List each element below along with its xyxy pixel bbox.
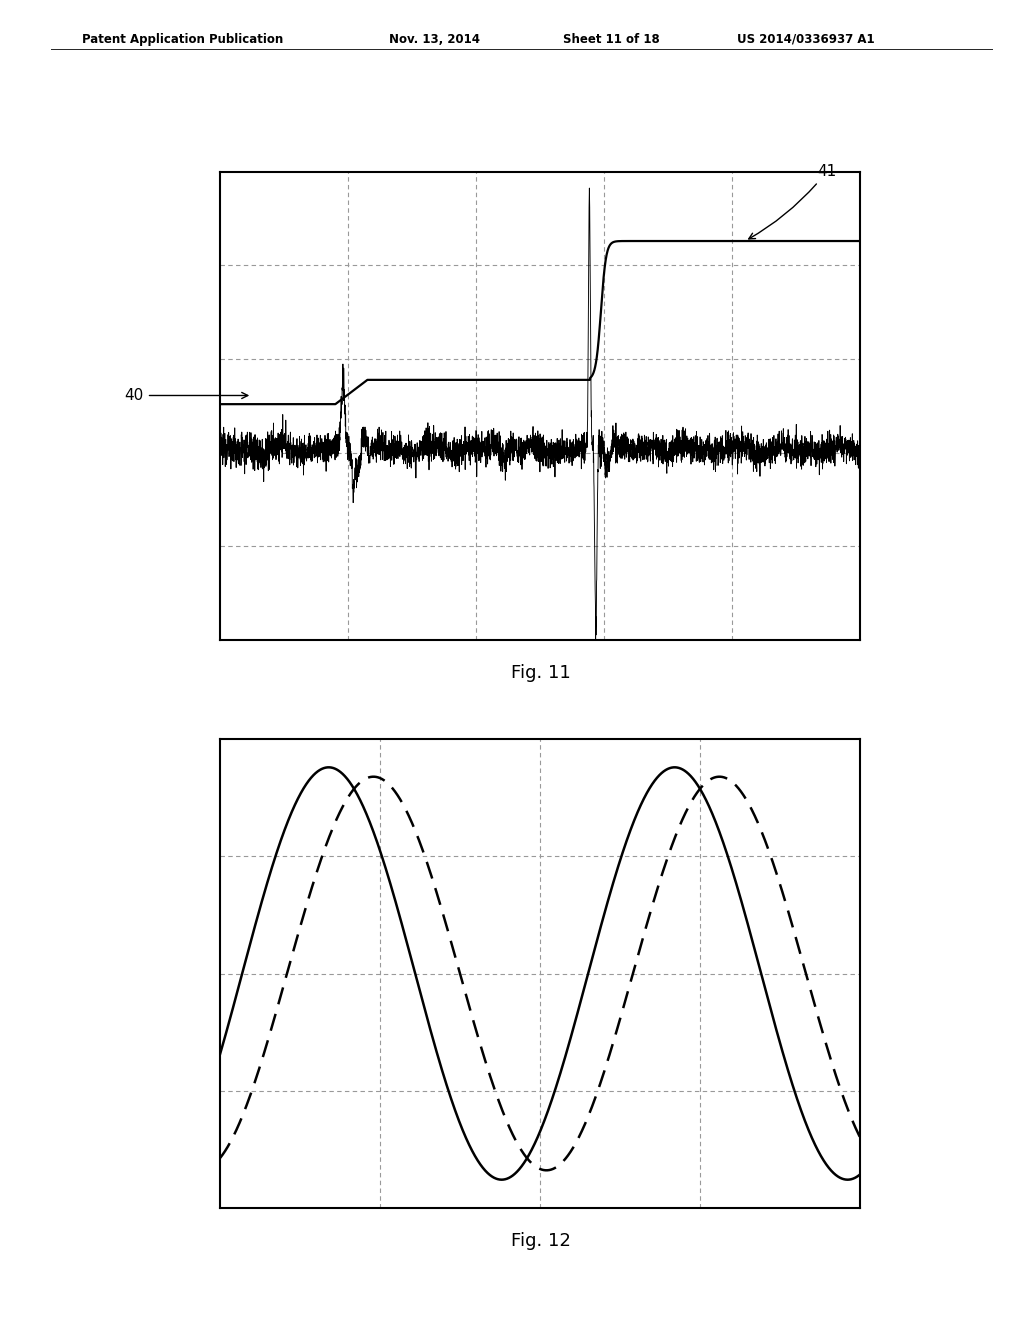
Text: US 2014/0336937 A1: US 2014/0336937 A1 bbox=[737, 33, 874, 46]
Text: 41: 41 bbox=[749, 164, 837, 239]
Text: Nov. 13, 2014: Nov. 13, 2014 bbox=[389, 33, 480, 46]
Text: Fig. 11: Fig. 11 bbox=[511, 664, 570, 682]
Text: 40: 40 bbox=[125, 388, 248, 403]
Text: Patent Application Publication: Patent Application Publication bbox=[82, 33, 284, 46]
Text: Sheet 11 of 18: Sheet 11 of 18 bbox=[563, 33, 659, 46]
Text: Fig. 12: Fig. 12 bbox=[511, 1232, 570, 1250]
